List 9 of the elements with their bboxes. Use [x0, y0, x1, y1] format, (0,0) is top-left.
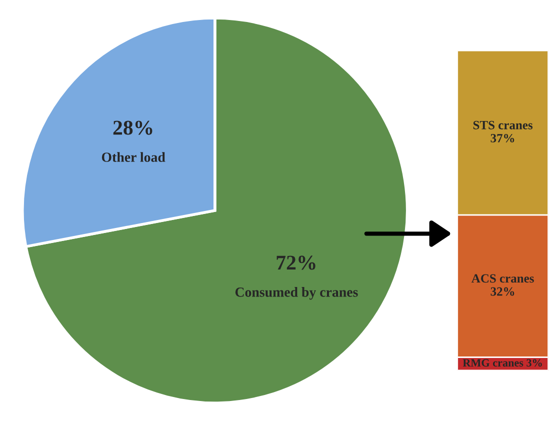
slice-label: Consumed by cranes — [235, 287, 358, 300]
series-label: STS cranes — [473, 120, 533, 130]
data-label: 28% — [113, 120, 152, 135]
data-label: 72% — [276, 256, 316, 270]
slice-label: Other load — [102, 152, 166, 162]
data-label: 37% — [490, 134, 514, 142]
series-label: ACS cranes — [471, 274, 534, 283]
text: RMG cranes 3% — [462, 359, 542, 367]
data-label: 32% — [490, 287, 514, 296]
